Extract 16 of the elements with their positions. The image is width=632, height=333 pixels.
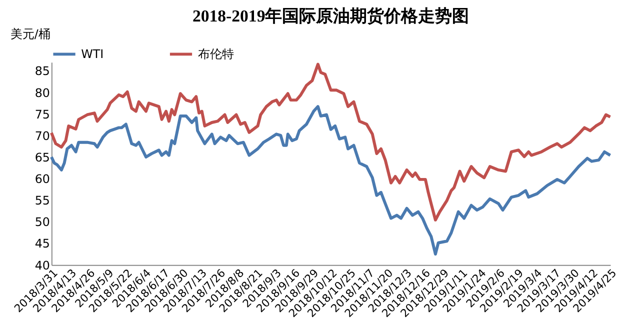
y-tick-label: 75 [34,107,50,122]
y-axis-title: 美元/桶 [10,26,50,41]
chart-title: 2018-2019年国际原油期货价格走势图 [192,6,470,26]
y-tick-label: 65 [34,150,50,164]
y-tick-label: 70 [34,128,50,143]
y-tick-label: 80 [34,86,50,100]
legend-label: 布伦特 [198,47,234,62]
line-series [50,62,612,222]
y-tick-label: 45 [34,236,50,251]
y-tick-label: 40 [34,258,50,272]
y-tick-label: 85 [34,64,50,78]
y-tick-label: 50 [34,215,50,230]
legend-label: WTI [81,47,104,62]
y-tick-label: 55 [34,194,50,208]
y-tick-label: 60 [34,172,50,186]
line-series [50,105,612,256]
